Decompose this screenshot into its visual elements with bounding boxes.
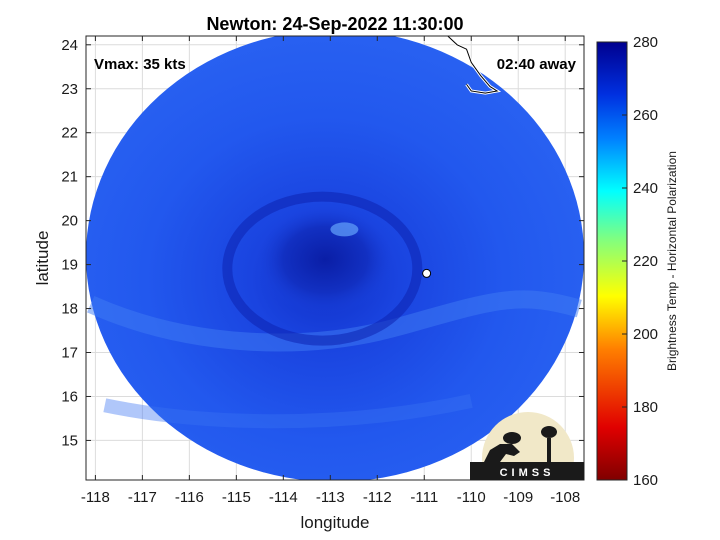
- x-tick-label: -114: [269, 489, 298, 506]
- y-tick-label: 16: [61, 388, 78, 405]
- cloud-band: [103, 394, 473, 429]
- x-tick-label: -113: [316, 489, 345, 506]
- colorbar-tick-label: 180: [633, 399, 658, 416]
- y-tick-label: 15: [61, 432, 78, 449]
- x-tick-labels: -118 -117 -116 -115 -114 -113 -112 -111 -110 -109…: [81, 489, 580, 506]
- y-tick-label: 19: [61, 257, 78, 274]
- colorbar-tick-label: 200: [633, 326, 658, 343]
- x-tick-label: -108: [550, 489, 580, 506]
- colorbar-tick-label: 280: [633, 34, 658, 51]
- y-tick-label: 21: [61, 169, 78, 186]
- x-tick-label: -109: [503, 489, 533, 506]
- island: [422, 268, 432, 278]
- y-tick-label: 22: [61, 125, 78, 142]
- swath-layer: [86, 36, 584, 480]
- colorbar-ticks: 160 180 200 220 240 260 280: [622, 34, 658, 489]
- vmax-annotation: Vmax: 35 kts: [94, 56, 186, 73]
- time-offset-annotation: 02:40 away: [497, 56, 577, 73]
- colorbar-tick-label: 160: [633, 472, 658, 489]
- colorbar-tick-label: 260: [633, 107, 658, 124]
- logo-tower: [547, 438, 551, 462]
- y-tick-label: 18: [61, 301, 78, 318]
- colorbar-tick-label: 220: [633, 253, 658, 270]
- x-tick-label: -117: [128, 489, 157, 506]
- bright-spot: [330, 222, 359, 237]
- chart-title: Newton: 24-Sep-2022 11:30:00: [206, 14, 463, 34]
- cimss-logo: CIMSS: [470, 412, 584, 480]
- y-tick-label: 24: [61, 37, 78, 54]
- colorbar-tick-label: 240: [633, 180, 658, 197]
- logo-banner: [470, 462, 584, 480]
- x-axis-label: longitude: [300, 513, 369, 532]
- logo-tank: [541, 426, 557, 438]
- logo-dish-silhouette: [484, 444, 520, 462]
- coastline-outline: [447, 36, 499, 94]
- eyewall-band: [222, 191, 423, 346]
- storm-core: [255, 204, 396, 315]
- y-tick-label: 23: [61, 81, 78, 98]
- y-tick-label: 20: [61, 213, 78, 230]
- colorbar-label: Brightness Temp - Horizontal Polarizatio…: [665, 151, 679, 371]
- x-tick-label: -115: [222, 489, 251, 506]
- y-axis-label: latitude: [33, 231, 52, 286]
- x-tick-label: -112: [363, 489, 392, 506]
- logo-dish: [503, 432, 521, 444]
- cloud-band: [87, 290, 582, 352]
- y-tick-label: 17: [61, 345, 78, 362]
- x-tick-label: -110: [457, 489, 486, 506]
- x-tick-label: -111: [410, 489, 438, 506]
- y-tick-labels: 15 16 17 18 19 20 21 22 23 24: [61, 37, 78, 450]
- logo-text: CIMSS: [500, 467, 555, 479]
- x-tick-label: -118: [81, 489, 110, 506]
- x-tick-label: -116: [175, 489, 204, 506]
- axes-frame: [85, 35, 585, 481]
